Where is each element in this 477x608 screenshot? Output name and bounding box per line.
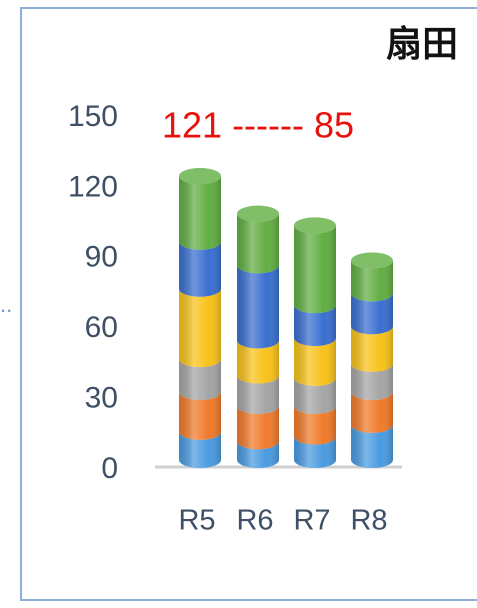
segment-shade bbox=[351, 424, 393, 468]
y-tick-label: 0 bbox=[101, 452, 118, 485]
segment-shade bbox=[179, 431, 221, 468]
x-tick-label: R6 bbox=[236, 505, 273, 537]
dots: .. bbox=[0, 292, 12, 317]
chart-title: 扇田 bbox=[386, 23, 458, 64]
segment-shade bbox=[179, 176, 221, 250]
cylinder-top-light bbox=[179, 168, 221, 185]
segment-shade bbox=[294, 337, 336, 386]
segment-shade bbox=[179, 288, 221, 368]
frame bbox=[20, 7, 477, 601]
segment-shade bbox=[294, 225, 336, 314]
y-tick-label: 120 bbox=[68, 170, 118, 203]
y-tick-label: 30 bbox=[85, 382, 118, 415]
segment-shade bbox=[237, 375, 279, 415]
annotation: 121 ------ 85 bbox=[162, 105, 354, 146]
segment-shade bbox=[294, 305, 336, 346]
segment-shade bbox=[351, 260, 393, 302]
cylinder-top bbox=[179, 168, 221, 185]
segment-shade bbox=[237, 441, 279, 468]
cylinder-top-light bbox=[294, 217, 336, 234]
y-tick-label: 60 bbox=[85, 311, 118, 344]
x-tick-label: R5 bbox=[178, 505, 215, 537]
y-tick-label: 90 bbox=[85, 241, 118, 274]
cylinder-top bbox=[294, 217, 336, 234]
segment-shade bbox=[237, 213, 279, 274]
segment-shade bbox=[351, 363, 393, 400]
segment-shade bbox=[351, 326, 393, 372]
cylinder-top bbox=[351, 252, 393, 269]
segment-shade bbox=[179, 241, 221, 297]
segment-shade bbox=[179, 359, 221, 400]
segment-shade bbox=[351, 391, 393, 433]
segment-shade bbox=[294, 377, 336, 415]
x-tick-label: R8 bbox=[350, 505, 387, 537]
segment-shade bbox=[294, 436, 336, 468]
cylinder-top-light bbox=[351, 252, 393, 269]
cylinder-top-light bbox=[237, 205, 279, 222]
y-tick-label: 150 bbox=[68, 100, 118, 133]
segment-shade bbox=[237, 265, 279, 349]
segment-shade bbox=[237, 340, 279, 384]
segment-shade bbox=[294, 406, 336, 445]
cylinder-top bbox=[237, 205, 279, 222]
x-tick-label: R7 bbox=[293, 505, 330, 537]
segment-shade bbox=[179, 391, 221, 440]
segment-shade bbox=[351, 293, 393, 335]
segment-shade bbox=[237, 406, 279, 450]
